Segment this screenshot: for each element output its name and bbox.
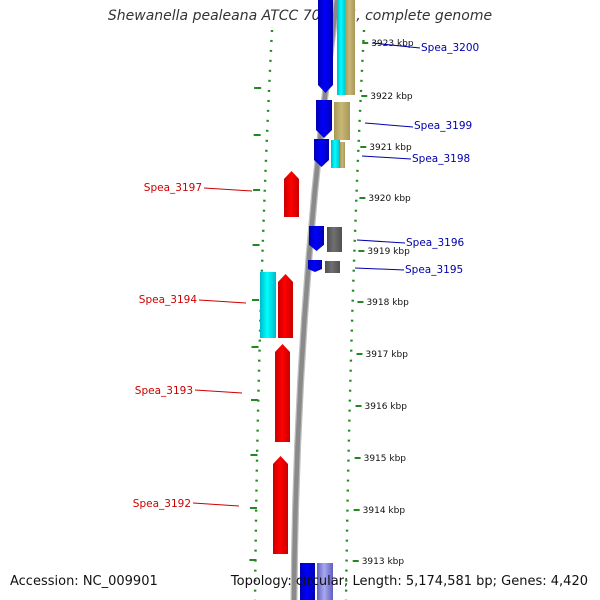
gene-feature-spea-3200 bbox=[318, 0, 333, 93]
cds-feature-cyan bbox=[260, 272, 276, 338]
kbp-label: 3914 kbp bbox=[363, 506, 406, 516]
kbp-label: 3917 kbp bbox=[366, 350, 409, 360]
gene-label-leader-line bbox=[354, 267, 405, 271]
gene-feature-spea-3197 bbox=[284, 171, 299, 217]
genome-summary-text: Topology: circular; Length: 5,174,581 bp… bbox=[230, 574, 588, 589]
gene-feature-spea-3199 bbox=[316, 100, 332, 138]
cds-feature-cyan bbox=[331, 140, 340, 168]
gene-label: Spea_3200 bbox=[421, 42, 479, 54]
gene-feature-bottom-blue bbox=[300, 563, 315, 600]
kbp-label: 3913 kbp bbox=[362, 557, 405, 567]
gene-label-leader-line bbox=[356, 239, 406, 244]
gene-label: Spea_3193 bbox=[135, 385, 193, 397]
genome-title: Shewanella pealeana ATCC 700345, complet… bbox=[107, 8, 493, 24]
gene-feature-spea-3195 bbox=[308, 260, 322, 272]
kbp-label: 3915 kbp bbox=[364, 454, 407, 464]
cds-feature-tan bbox=[345, 0, 355, 95]
kbp-label: 3919 kbp bbox=[367, 247, 410, 257]
gene-label-leader-line bbox=[192, 502, 240, 507]
gene-label-leader-line bbox=[198, 299, 247, 304]
gene-label: Spea_3199 bbox=[414, 120, 472, 132]
gene-label-leader-line bbox=[203, 187, 253, 192]
gene-label: Spea_3197 bbox=[144, 182, 202, 194]
cds-feature-gray bbox=[325, 261, 340, 273]
kbp-label: 3920 kbp bbox=[368, 194, 411, 204]
gene-feature-spea-3196 bbox=[309, 226, 324, 251]
cds-feature-tan bbox=[340, 142, 345, 168]
gene-label-leader-line bbox=[371, 42, 421, 49]
gene-label: Spea_3196 bbox=[406, 237, 465, 249]
gene-label: Spea_3198 bbox=[412, 153, 470, 165]
gene-label: Spea_3195 bbox=[405, 264, 463, 276]
gene-feature-spea-3192 bbox=[273, 456, 288, 554]
kbp-label: 3918 kbp bbox=[366, 298, 409, 308]
gene-label-leader-line bbox=[364, 122, 414, 128]
gene-feature-spea-3194 bbox=[278, 274, 293, 338]
gene-feature-spea-3198 bbox=[314, 139, 329, 167]
genome-backbone bbox=[291, 0, 340, 600]
kbp-label: 3922 kbp bbox=[370, 92, 413, 102]
kbp-label: 3923 kbp bbox=[371, 39, 414, 49]
gene-label: Spea_3194 bbox=[139, 294, 198, 306]
cds-feature-cyan bbox=[337, 0, 346, 95]
gene-label-leader-line bbox=[361, 155, 412, 160]
cds-feature-lavender bbox=[317, 563, 333, 600]
kbp-label: 3916 kbp bbox=[365, 402, 408, 412]
genome-backbone-shadow bbox=[290, 0, 341, 600]
cds-feature-tan bbox=[334, 102, 350, 140]
accession-text: Accession: NC_009901 bbox=[10, 574, 158, 589]
gene-label: Spea_3192 bbox=[133, 498, 191, 510]
gene-label-leader-line bbox=[194, 389, 243, 394]
gene-feature-spea-3193 bbox=[275, 344, 290, 442]
kbp-label: 3921 kbp bbox=[369, 143, 412, 153]
cds-feature-gray bbox=[327, 227, 342, 252]
